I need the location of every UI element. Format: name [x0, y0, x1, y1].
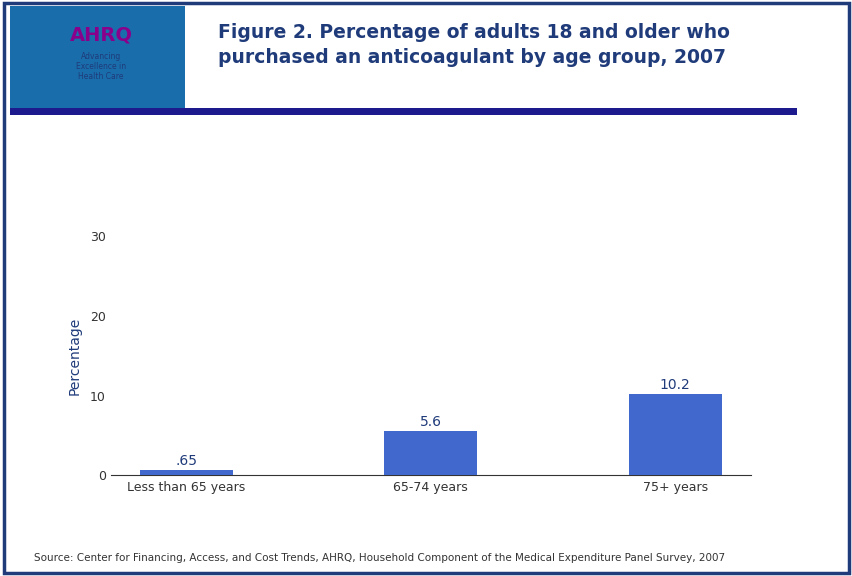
Text: AHRQ: AHRQ — [70, 25, 133, 44]
Text: Source: Center for Financing, Access, and Cost Trends, AHRQ, Household Component: Source: Center for Financing, Access, an… — [34, 554, 724, 563]
Text: Figure 2. Percentage of adults 18 and older who
purchased an anticoagulant by ag: Figure 2. Percentage of adults 18 and ol… — [217, 23, 728, 67]
Bar — [140, 470, 233, 475]
Y-axis label: Percentage: Percentage — [68, 317, 82, 395]
Bar — [628, 394, 721, 475]
Text: .65: .65 — [176, 454, 197, 468]
Text: Advancing
Excellence in
Health Care: Advancing Excellence in Health Care — [76, 52, 126, 81]
Bar — [384, 431, 476, 475]
Text: 10.2: 10.2 — [659, 378, 690, 392]
Text: 5.6: 5.6 — [419, 415, 441, 429]
